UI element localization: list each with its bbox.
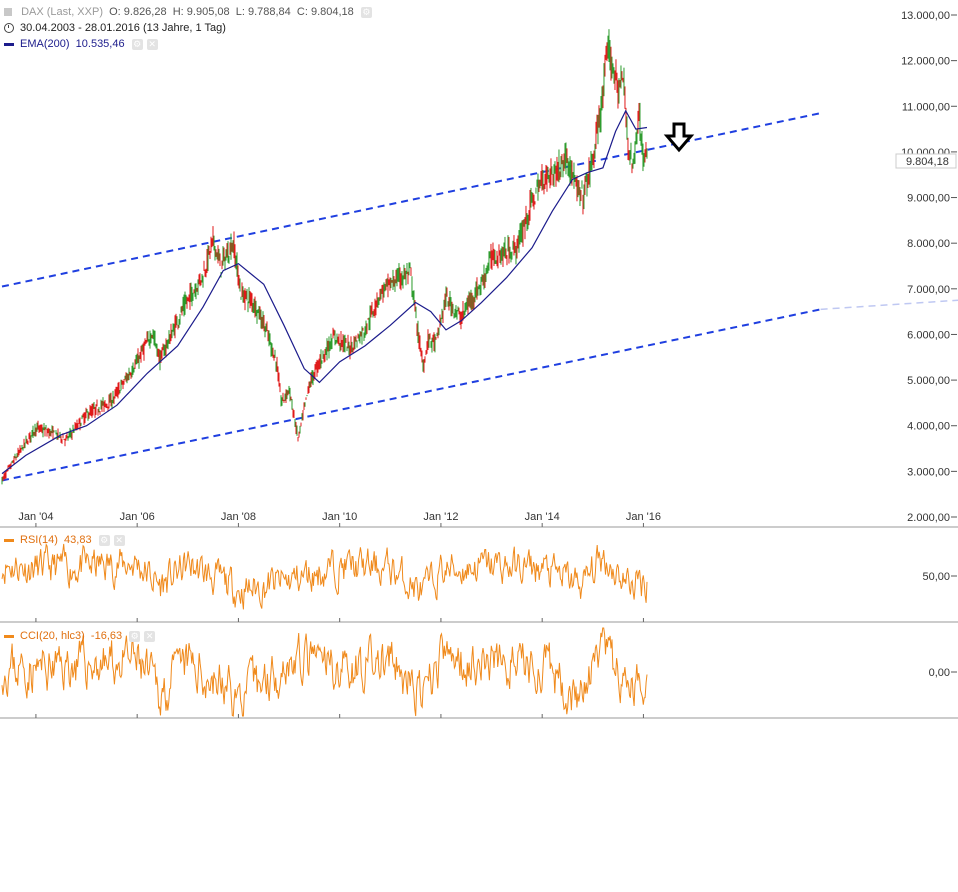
price-tick-label: 2.000,00	[907, 512, 950, 524]
date-range: 30.04.2003 - 28.01.2016 (13 Jahre, 1 Tag…	[20, 22, 226, 34]
open-value: O: 9.826,28	[109, 6, 167, 18]
osc-tick-label: 50,00	[922, 571, 950, 583]
x-tick-label: Jan '12	[423, 511, 458, 523]
rsi-panel: 50,00	[1, 543, 957, 610]
price-tick-label: 8.000,00	[907, 238, 950, 250]
price-tick-label: 3.000,00	[907, 466, 950, 478]
price-tick-label: 13.000,00	[901, 10, 950, 22]
trend-line-lower	[1, 308, 821, 482]
price-y-axis: 13.000,0012.000,0011.000,0010.000,009.00…	[901, 10, 957, 524]
ema-legend: EMA(200) 10.535,46 ⚙ ✕	[4, 37, 158, 51]
clock-icon	[4, 23, 14, 34]
price-tick-label: 11.000,00	[902, 101, 950, 113]
x-tick-label: Jan '14	[525, 511, 560, 523]
panel-separators	[0, 526, 958, 719]
cci-panel: 0,00	[1, 627, 957, 717]
price-tick-label: 5.000,00	[907, 375, 950, 387]
ema-label: EMA(200)	[20, 38, 70, 50]
arrow-shape	[663, 122, 695, 153]
x-tick-label: Jan '16	[626, 511, 661, 523]
rsi-label: RSI(14)	[20, 534, 58, 546]
osc-polyline	[1, 627, 648, 717]
instrument-name: DAX (Last, XXP)	[21, 6, 103, 18]
down-arrow-icon	[663, 122, 695, 153]
trend-line-upper	[1, 112, 821, 288]
high-value: H: 9.905,08	[172, 6, 230, 18]
price-tick-label: 6.000,00	[907, 329, 950, 341]
trend-channel-lines[interactable]	[1, 112, 958, 482]
last-price-marker: 9.804,18	[895, 153, 957, 169]
x-tick-label: Jan '04	[18, 511, 53, 523]
x-tick-label: Jan '10	[322, 511, 357, 523]
price-tick-label: 7.000,00	[907, 284, 950, 296]
x-tick-label: Jan '06	[120, 511, 155, 523]
ema-close-icon[interactable]: ✕	[146, 38, 158, 50]
price-tick-label: 12.000,00	[901, 56, 950, 68]
rsi-settings-icon[interactable]: ⚙	[98, 534, 110, 546]
price-tick-label: 9.000,00	[907, 193, 950, 205]
x-tick-label: Jan '08	[221, 511, 256, 523]
cci-value: -16,63	[90, 630, 123, 642]
osc-tick-label: 0,00	[929, 667, 950, 679]
ohlc-legend: DAX (Last, XXP) O: 9.826,28 H: 9.905,08 …	[4, 5, 372, 19]
rsi-legend: RSI(14) 43,83 ⚙ ✕	[4, 533, 125, 547]
ema-polyline	[1, 109, 648, 475]
time-x-axis: Jan '04 Jan '06 Jan '08 Jan '10 Jan '12 Jan '…	[18, 511, 661, 718]
price-candles	[1, 29, 648, 485]
settings-gear-icon[interactable]: ⚙	[360, 6, 372, 18]
rsi-close-icon[interactable]: ✕	[113, 534, 125, 546]
cci-settings-icon[interactable]: ⚙	[129, 630, 141, 642]
ema-value: 10.535,46	[75, 38, 125, 50]
cci-legend: CCI(20, hlc3) -16,63 ⚙ ✕	[4, 629, 156, 643]
low-value: L: 9.788,84	[235, 6, 291, 18]
cci-label: CCI(20, hlc3)	[20, 630, 85, 642]
rsi-value: 43,83	[64, 534, 92, 546]
last-price-label: 9.804,18	[906, 156, 949, 168]
trend-line-extension	[820, 299, 958, 311]
close-value: C: 9.804,18	[296, 6, 354, 18]
ema-settings-icon[interactable]: ⚙	[131, 38, 143, 50]
price-tick-label: 4.000,00	[907, 421, 950, 433]
ema-line	[1, 109, 648, 475]
osc-polyline	[1, 543, 648, 610]
cci-close-icon[interactable]: ✕	[144, 630, 156, 642]
date-range-legend: 30.04.2003 - 28.01.2016 (13 Jahre, 1 Tag…	[4, 21, 226, 35]
